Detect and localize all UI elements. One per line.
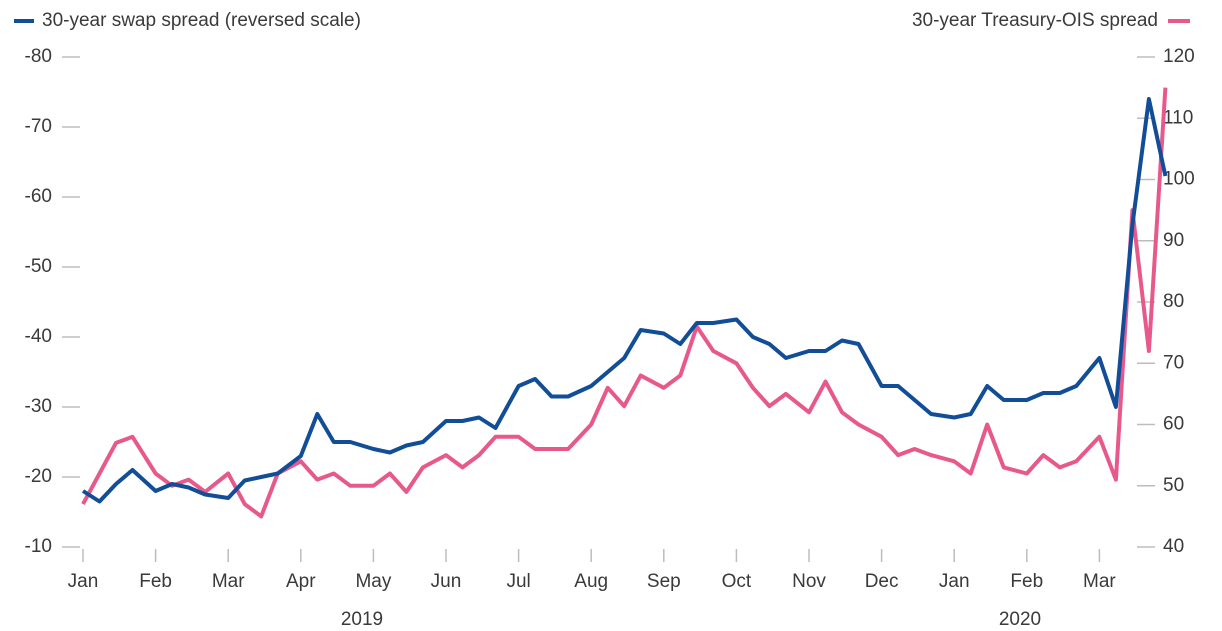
x-tick-label: Jan — [68, 571, 99, 592]
legend-label: 30-year Treasury-OIS spread — [912, 10, 1158, 31]
legend-label: 30-year swap spread (reversed scale) — [42, 10, 361, 31]
y-tick-label: -10 — [25, 536, 52, 557]
year-label: 2020 — [999, 609, 1041, 630]
x-tick-label: Jul — [506, 571, 530, 592]
legend: 30-year swap spread (reversed scale) 30-… — [14, 10, 1190, 31]
y2-tick-label: 100 — [1163, 169, 1195, 190]
y2-tick-label: 40 — [1163, 536, 1184, 557]
y2-tick-label: 120 — [1163, 46, 1195, 67]
x-tick-label: Oct — [722, 571, 752, 592]
year-label: 2019 — [341, 609, 383, 630]
y2-tick-label: 90 — [1163, 230, 1184, 251]
y-tick-label: -40 — [25, 326, 52, 347]
y2-tick-label: 70 — [1163, 352, 1184, 373]
x-tick-label: Mar — [1083, 571, 1116, 592]
series-line — [81, 97, 1168, 504]
x-tick-label: Mar — [212, 571, 245, 592]
y-tick-label: -30 — [25, 396, 52, 417]
x-tick-label: Feb — [1010, 571, 1043, 592]
y-tick-label: -50 — [25, 256, 52, 277]
y-tick-label: -70 — [25, 116, 52, 137]
y-tick-label: -60 — [25, 186, 52, 207]
y-tick-label: -20 — [25, 466, 52, 487]
x-tick-label: Sep — [647, 571, 681, 592]
x-tick-label: Dec — [865, 571, 899, 592]
x-tick-label: Feb — [139, 571, 172, 592]
x-tick-label: Jun — [431, 571, 462, 592]
y2-tick-label: 50 — [1163, 475, 1184, 496]
y-tick-label: -80 — [25, 46, 52, 67]
y2-tick-label: 60 — [1163, 414, 1184, 435]
y2-tick-label: 110 — [1163, 107, 1193, 128]
series-line — [81, 87, 1168, 519]
x-tick-label: Aug — [574, 571, 608, 592]
y2-tick-label: 80 — [1163, 291, 1184, 312]
x-tick-label: Nov — [792, 571, 826, 592]
x-tick-label: Jan — [939, 571, 970, 592]
x-tick-label: Apr — [286, 571, 316, 592]
x-tick-label: May — [355, 571, 391, 592]
